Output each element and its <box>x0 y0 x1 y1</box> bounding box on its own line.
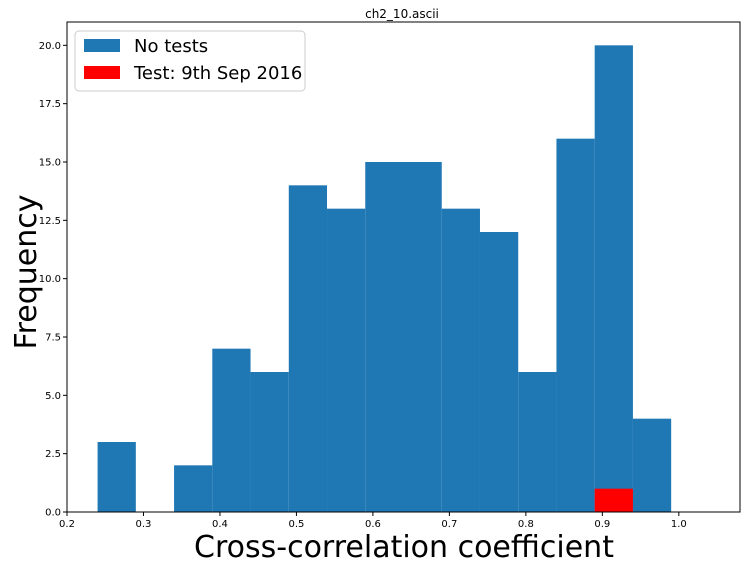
bar-series-0-bin-11 <box>556 138 595 512</box>
y-axis-label: Frequency <box>9 195 44 350</box>
x-tick-label: 0.3 <box>136 519 152 530</box>
x-tick-label: 0.4 <box>212 519 228 530</box>
bar-series-0-bin-12 <box>594 45 633 512</box>
x-tick-label: 0.8 <box>518 519 534 530</box>
bar-series-0-bin-3 <box>250 372 289 512</box>
x-tick-label: 0.2 <box>59 519 75 530</box>
y-tick-label: 12.5 <box>39 216 61 227</box>
x-axis-ticks: 0.2 0.3 0.4 0.5 0.6 0.7 0.8 0.9 1.0 <box>59 512 687 530</box>
plot-frame <box>66 21 741 513</box>
legend-label-0: No tests <box>134 36 208 57</box>
x-tick-label: 0.5 <box>288 519 304 530</box>
bar-series-0-bin-5 <box>327 208 366 512</box>
y-tick-label: 10.0 <box>39 274 61 285</box>
bar-series-0-bin-2 <box>212 348 251 512</box>
bar-series-0-bin-9 <box>479 232 519 512</box>
y-tick-label: 15.0 <box>39 158 61 169</box>
y-tick-label: 0.0 <box>45 508 61 519</box>
chart-title: ch2_10.ascii <box>365 7 439 21</box>
legend-label-1: Test: 9th Sep 2016 <box>133 63 302 84</box>
legend-swatch-1 <box>84 66 120 79</box>
bar-series-1-bin-0 <box>594 488 633 512</box>
y-tick-label: 7.5 <box>45 333 61 344</box>
y-tick-label: 2.5 <box>45 449 61 460</box>
x-tick-label: 1.0 <box>671 519 687 530</box>
x-tick-label: 0.6 <box>365 519 381 530</box>
y-tick-label: 5.0 <box>45 391 61 402</box>
legend: No tests Test: 9th Sep 2016 <box>74 30 306 92</box>
y-axis-ticks: 0.0 2.5 5.0 7.5 10.0 12.5 15.0 17.5 20.0 <box>39 41 67 519</box>
bar-series-0-bin-4 <box>288 185 328 513</box>
bar-series-0-bin-8 <box>441 208 480 512</box>
bar-series-0-bin-13 <box>632 418 672 512</box>
legend-box <box>74 30 306 92</box>
bar-series-0-bin-1 <box>174 465 213 512</box>
x-tick-label: 0.9 <box>594 519 610 530</box>
legend-swatch-0 <box>84 39 120 52</box>
bar-series-0-bin-0 <box>97 442 136 512</box>
bar-series-0-bin-7 <box>403 162 442 512</box>
y-tick-label: 17.5 <box>39 99 61 110</box>
bars-layer <box>97 45 672 513</box>
x-axis-label: Cross-correlation coefficient <box>194 530 614 565</box>
x-tick-label: 0.7 <box>441 519 457 530</box>
y-tick-label: 20.0 <box>39 41 61 52</box>
bar-series-0-bin-6 <box>365 162 404 512</box>
bar-series-0-bin-10 <box>518 372 557 512</box>
